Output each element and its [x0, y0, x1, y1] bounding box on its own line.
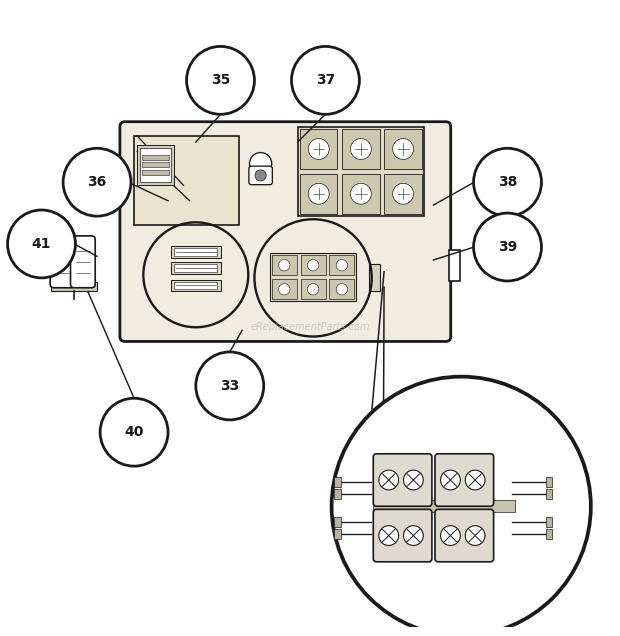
- Text: 35: 35: [211, 73, 230, 87]
- FancyBboxPatch shape: [435, 509, 494, 562]
- Bar: [342, 174, 379, 214]
- Bar: [142, 162, 169, 167]
- Bar: [171, 246, 221, 258]
- Bar: [546, 516, 552, 527]
- Circle shape: [332, 377, 591, 636]
- Circle shape: [255, 170, 266, 181]
- Bar: [174, 282, 218, 289]
- Bar: [342, 129, 379, 169]
- Circle shape: [308, 259, 319, 271]
- Bar: [142, 155, 169, 160]
- FancyBboxPatch shape: [249, 166, 272, 184]
- Circle shape: [465, 526, 485, 546]
- Bar: [300, 129, 337, 169]
- FancyBboxPatch shape: [435, 454, 494, 506]
- Circle shape: [63, 148, 131, 216]
- FancyBboxPatch shape: [50, 236, 75, 287]
- Bar: [270, 253, 356, 301]
- Bar: [384, 129, 422, 169]
- FancyBboxPatch shape: [373, 454, 432, 506]
- Text: 36: 36: [87, 175, 107, 190]
- Bar: [51, 282, 97, 291]
- Bar: [300, 174, 337, 214]
- Bar: [329, 279, 355, 300]
- Text: 39: 39: [498, 240, 517, 254]
- Circle shape: [187, 46, 254, 114]
- Bar: [301, 279, 326, 300]
- Bar: [369, 265, 379, 291]
- Circle shape: [249, 153, 272, 175]
- Circle shape: [474, 213, 541, 281]
- Circle shape: [278, 259, 290, 271]
- Bar: [272, 255, 297, 275]
- Circle shape: [308, 139, 329, 160]
- Text: 37: 37: [316, 73, 335, 87]
- FancyBboxPatch shape: [120, 121, 451, 342]
- Bar: [546, 529, 552, 539]
- FancyBboxPatch shape: [373, 509, 432, 562]
- Bar: [137, 145, 174, 185]
- Bar: [171, 263, 221, 273]
- Bar: [334, 529, 340, 539]
- Bar: [384, 174, 422, 214]
- Bar: [546, 476, 552, 487]
- Circle shape: [291, 46, 360, 114]
- Bar: [171, 280, 221, 291]
- Bar: [142, 170, 169, 175]
- Circle shape: [379, 470, 399, 490]
- Bar: [449, 250, 460, 281]
- Circle shape: [278, 284, 290, 295]
- Circle shape: [441, 526, 460, 546]
- Circle shape: [441, 470, 460, 490]
- Bar: [272, 279, 297, 300]
- Bar: [546, 489, 552, 499]
- Text: 41: 41: [32, 237, 51, 251]
- Circle shape: [350, 139, 371, 160]
- Text: 40: 40: [125, 425, 144, 439]
- Bar: [174, 265, 218, 272]
- Bar: [329, 255, 355, 275]
- Bar: [134, 136, 239, 225]
- Circle shape: [404, 470, 423, 490]
- Circle shape: [465, 470, 485, 490]
- Bar: [301, 255, 326, 275]
- FancyBboxPatch shape: [71, 236, 95, 287]
- Text: 38: 38: [498, 175, 517, 190]
- Circle shape: [404, 526, 423, 546]
- Circle shape: [336, 259, 348, 271]
- Text: eReplacementParts.com: eReplacementParts.com: [250, 322, 370, 332]
- Circle shape: [392, 139, 414, 160]
- Bar: [140, 148, 171, 182]
- Circle shape: [474, 148, 541, 216]
- Circle shape: [308, 284, 319, 295]
- Circle shape: [7, 210, 76, 278]
- Circle shape: [196, 352, 264, 420]
- Circle shape: [100, 398, 168, 466]
- Circle shape: [392, 183, 414, 204]
- Bar: [298, 127, 424, 216]
- Circle shape: [336, 284, 348, 295]
- Bar: [174, 248, 218, 256]
- Bar: [334, 476, 340, 487]
- Circle shape: [350, 183, 371, 204]
- Bar: [373, 500, 515, 513]
- Bar: [334, 516, 340, 527]
- Circle shape: [308, 183, 329, 204]
- Circle shape: [379, 526, 399, 546]
- Text: 33: 33: [220, 379, 239, 393]
- Bar: [334, 489, 340, 499]
